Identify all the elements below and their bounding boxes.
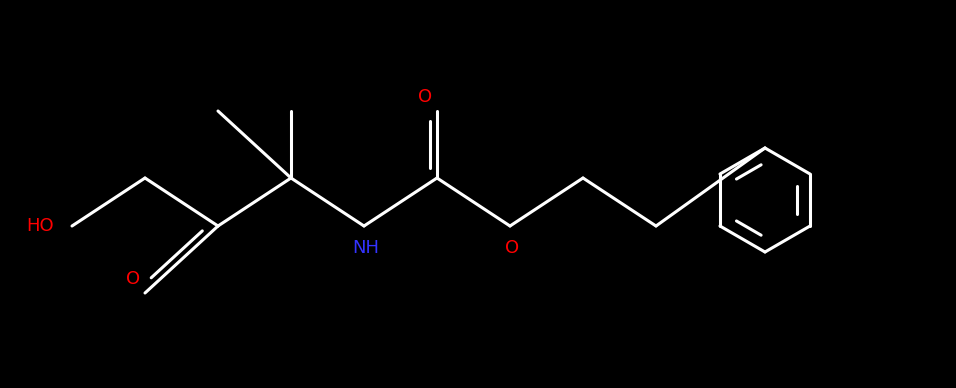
Text: O: O (418, 88, 432, 106)
Text: NH: NH (353, 239, 380, 257)
Text: O: O (126, 270, 140, 288)
Text: HO: HO (27, 217, 54, 235)
Text: O: O (505, 239, 519, 257)
